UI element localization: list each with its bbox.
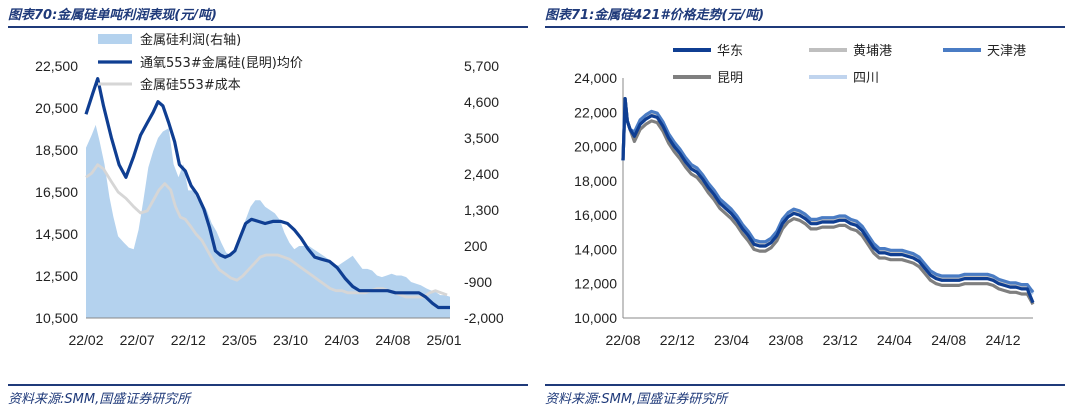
y-tick: 24,000: [574, 70, 617, 86]
y-tick: 14,000: [574, 241, 617, 257]
x-tick: 25/01: [426, 332, 461, 348]
y-tick-left: 18,500: [35, 142, 78, 158]
y-tick: 18,000: [574, 173, 617, 189]
series-line-0: [621, 96, 1035, 304]
y-tick-left: 20,500: [35, 100, 78, 116]
x-tick: 24/04: [877, 332, 912, 348]
y-tick: 10,000: [574, 310, 617, 326]
title-rule: [8, 26, 528, 28]
legend-label: 天津港: [987, 44, 1026, 59]
x-tick: 22/12: [660, 332, 695, 348]
y-tick-left: 16,500: [35, 184, 78, 200]
y-tick: 20,000: [574, 139, 617, 155]
x-tick: 22/02: [68, 332, 103, 348]
y-tick-left: 22,500: [35, 58, 78, 74]
chart-source: 资料来源:SMM,国盛证券研究所: [545, 392, 728, 407]
legend-label: 昆明: [717, 71, 743, 86]
legend-label: 金属硅利润(右轴): [140, 32, 241, 48]
y-tick-left: 14,500: [35, 226, 78, 242]
y-tick-left: 10,500: [35, 310, 78, 326]
y-tick-right: 4,600: [464, 94, 499, 110]
x-tick: 22/08: [605, 332, 640, 348]
y-tick-right: -2,000: [464, 310, 504, 326]
x-tick: 24/03: [324, 332, 359, 348]
legend-swatch-area: [98, 34, 132, 44]
profit-chart: 10,500 12,500 14,500 16,500 18,500 20,500 22,5…: [35, 32, 504, 348]
right-chart-panel: 图表71:金属硅421#价格走势(元/吨) 10,000 12,000 14,000…: [545, 0, 1065, 410]
y-tick: 12,000: [574, 276, 617, 292]
x-tick: 23/12: [823, 332, 858, 348]
y-tick-right: 3,500: [464, 130, 499, 146]
x-tick: 24/08: [931, 332, 966, 348]
legend-label: 华东: [717, 44, 743, 59]
x-tick: 23/08: [768, 332, 803, 348]
y-tick: 16,000: [574, 207, 617, 223]
x-tick: 23/10: [273, 332, 308, 348]
y-tick-right: 5,700: [464, 58, 499, 74]
y-tick-right: -900: [464, 274, 492, 290]
legend-label: 黄埔港: [853, 44, 892, 59]
title-rule: [545, 26, 1065, 28]
x-tick: 24/08: [375, 332, 410, 348]
series-line-1: [621, 96, 1035, 293]
x-tick: 22/12: [171, 332, 206, 348]
price-chart: 10,000 12,000 14,000 16,000 18,000 20,000 22,0…: [574, 44, 1035, 348]
x-tick: 23/05: [222, 332, 257, 348]
x-tick: 22/07: [120, 332, 155, 348]
legend-label: 金属硅553#成本: [140, 77, 241, 93]
y-tick-right: 1,300: [464, 202, 499, 218]
chart-title: 图表71:金属硅421#价格走势(元/吨): [545, 8, 765, 23]
y-tick: 22,000: [574, 104, 617, 120]
x-tick: 23/04: [714, 332, 749, 348]
legend-label: 四川: [853, 71, 879, 86]
series-line-2: [621, 96, 1035, 294]
series-line-4: [621, 96, 1035, 296]
y-tick-right: 2,400: [464, 166, 499, 182]
chart-title: 图表70:金属硅单吨利润表现(元/吨): [8, 8, 217, 23]
series-line-price: [84, 76, 450, 310]
x-tick: 24/12: [985, 332, 1020, 348]
legend-label: 通氧553#金属硅(昆明)均价: [140, 55, 303, 71]
source-rule: [8, 384, 528, 386]
chart-source: 资料来源:SMM,国盛证券研究所: [8, 392, 191, 407]
left-chart-panel: 图表70:金属硅单吨利润表现(元/吨) 10,500 12,500 14,500 16…: [8, 0, 528, 410]
y-tick-right: 200: [464, 238, 488, 254]
series-line-3: [621, 96, 1035, 306]
source-rule: [545, 384, 1065, 386]
y-tick-left: 12,500: [35, 268, 78, 284]
